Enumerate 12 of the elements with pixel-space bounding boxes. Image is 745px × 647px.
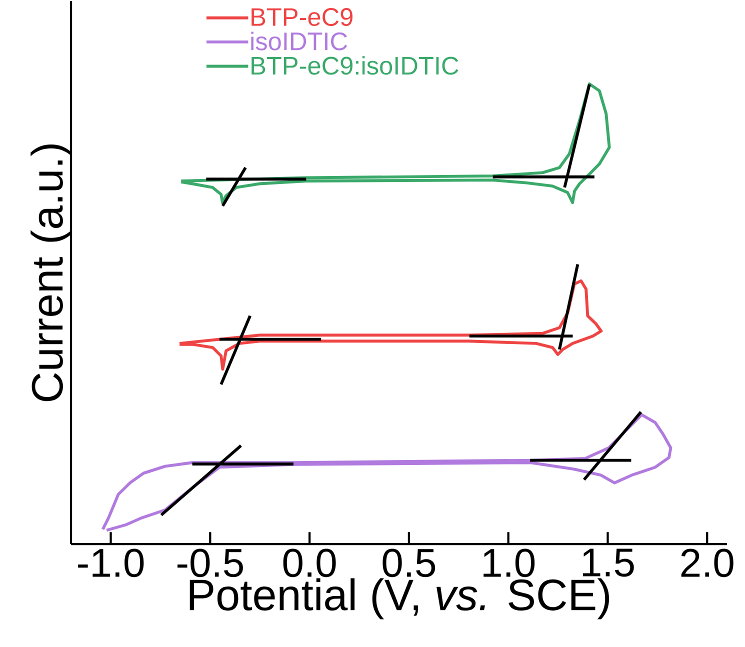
x-tick-label: 2.0 — [681, 548, 734, 578]
x-axis-title: Potential (V, vs. SCE) — [190, 578, 610, 620]
legend-label: BTP-eC9 — [252, 8, 352, 26]
legend-label: BTP-eC9:isoIDTIC — [252, 56, 458, 75]
legend-label: isoIDTIC — [251, 32, 348, 50]
x-tick-label: 1.5 — [582, 548, 634, 577]
x-tick-label: 1.0 — [484, 548, 535, 578]
x-tick-label: -0.5 — [177, 548, 243, 578]
x-tick-label: -1.0 — [78, 548, 144, 578]
x-tick-label: 0.0 — [283, 548, 336, 578]
x-tick-label: 0.5 — [382, 548, 436, 578]
y-axis-title: Current (a.u.) — [30, 144, 72, 402]
